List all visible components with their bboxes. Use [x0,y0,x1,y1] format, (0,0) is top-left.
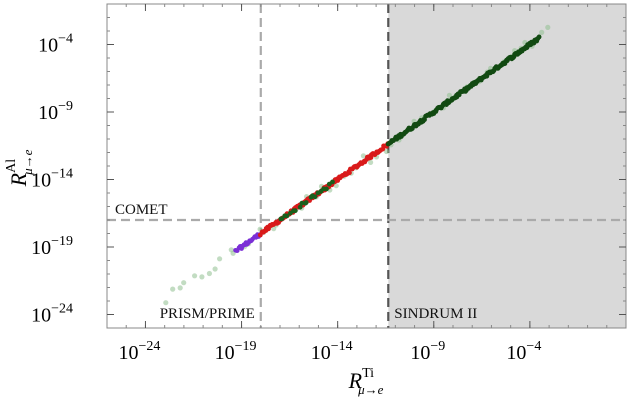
y-tick-label: 10−14 [31,167,73,192]
data-point [212,266,218,272]
data-point [536,34,542,40]
data-point [199,274,205,280]
data-point [539,29,545,35]
data-point [303,200,309,205]
y-tick-label: 10−9 [38,99,73,124]
data-point [446,92,452,98]
data-point [206,270,212,277]
y-axis-title-text: RAlμ→e [4,149,35,187]
data-point [360,153,366,159]
plot-area [388,4,626,328]
data-point [292,208,298,214]
data-points [163,24,551,306]
annotation-comet: COMET [115,202,168,218]
x-axis-title: RTi μ→e [348,366,384,397]
data-point [312,194,318,200]
reference-lines [107,4,626,328]
excluded-region-sindrum [388,4,626,328]
x-tick-label: 10−9 [410,339,445,364]
data-point [368,159,374,165]
data-point [330,179,335,185]
x-tick-label: 10−4 [506,339,541,364]
data-point [192,273,198,279]
data-point [347,170,352,176]
y-tick-label: 10−24 [31,302,73,327]
data-point [297,204,303,210]
x-axis-title-text: RTi μ→e [348,366,384,397]
x-tick-label: 10−14 [311,339,353,364]
annotation-prism-prime: PRISM/PRIME [160,306,255,322]
data-point [181,280,187,286]
data-point [177,285,183,291]
axes-frame [106,3,627,329]
data-point [333,183,339,189]
labels: 10−24 10−19 10−14 10−9 10−4 10−24 10−19 10−14 10… [4,32,541,398]
x-tick-label: 10−19 [215,339,257,364]
data-point [545,24,551,30]
x-tick-label: 10−24 [118,339,160,364]
data-point [284,213,290,219]
y-tick-label: 10−4 [38,32,73,57]
y-tick-label: 10−19 [31,234,73,259]
data-point [324,186,329,192]
data-point [163,300,169,306]
y-axis-title: RAlμ→e [4,149,35,187]
data-point [217,256,223,262]
data-point [299,200,305,206]
data-point [170,286,176,292]
annotation-sindrum-ii: SINDRUM II [394,306,477,322]
data-point [383,148,390,155]
